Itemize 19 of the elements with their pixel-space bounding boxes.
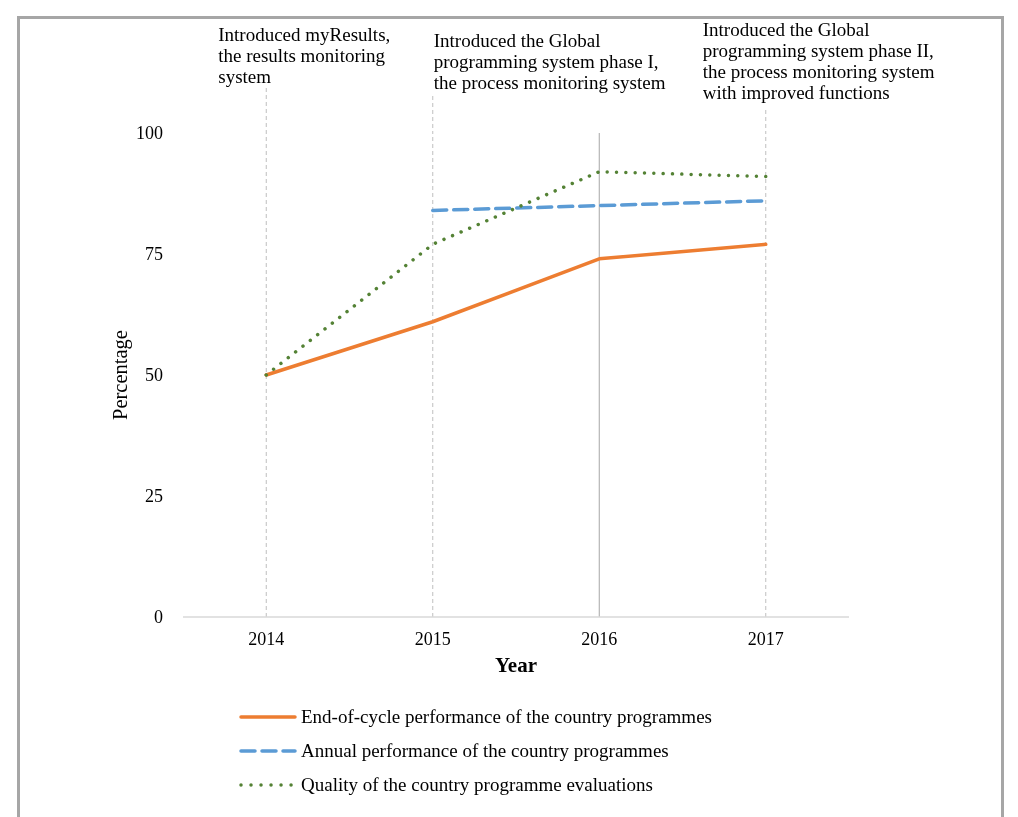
line-series: [264, 242, 768, 377]
y-tick-label: 50: [145, 365, 163, 386]
x-axis-title: Year: [495, 653, 537, 677]
x-tick-label: 2015: [414, 628, 451, 649]
ref-line-label: Introduced the Global programming system phase II, the process monitoring system with improved functions: [702, 19, 936, 103]
y-tick-label: 100: [136, 123, 163, 144]
ref-line-label: Introduced the Global programming system phase I, the process monitoring system: [433, 30, 667, 93]
y-axis-title: Percentage: [109, 330, 132, 420]
y-tick-label: 25: [145, 486, 163, 507]
legend-label: Annual performance of the country programmes: [301, 740, 669, 762]
y-tick-label: 75: [145, 244, 163, 265]
legend-label: End-of-cycle performance of the country programmes: [301, 706, 712, 728]
y-tick-label: 0: [154, 607, 163, 628]
ref-line-label: Introduced myResults, the results monitoring system: [218, 24, 392, 87]
x-tick-label: 2014: [248, 628, 285, 649]
legend-label: Quality of the country programme evaluations: [301, 774, 653, 796]
x-tick-label: 2016: [581, 628, 618, 649]
line-series: [264, 169, 768, 377]
x-tick-label: 2017: [747, 628, 784, 649]
